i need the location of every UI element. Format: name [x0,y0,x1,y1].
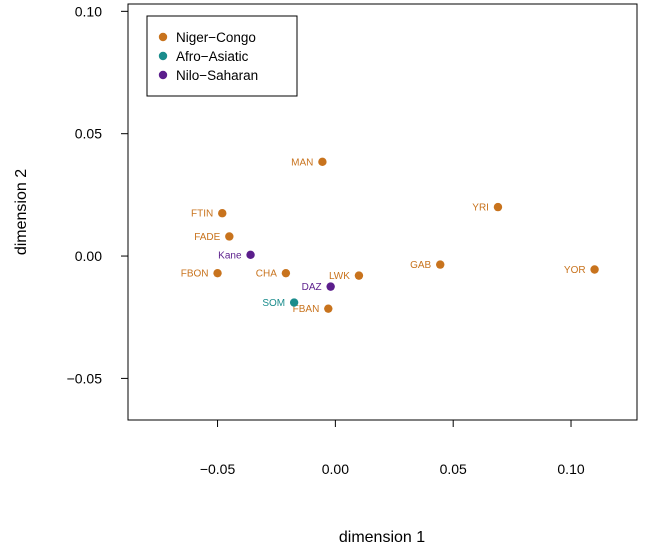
legend-marker [158,51,168,61]
point-label-fade: FADE [194,232,220,243]
point-som [289,298,299,307]
x-axis: −0.05 0.00 0.05 0.10 [200,420,585,477]
point-man [318,157,327,167]
y-axis-title: dimension 2 [13,169,30,255]
point-label-kane: Kane [218,250,242,261]
x-axis-title: dimension 1 [339,529,425,546]
point-label-fbon: FBON [181,269,209,280]
point-fade [225,232,234,241]
point-ftin [218,209,227,218]
point-label-daz: DAZ [302,282,322,293]
legend-marker [158,32,168,42]
point-daz [326,282,335,291]
legend-label: Niger−Congo [176,30,256,45]
y-axis: −0.05 0.00 0.05 0.10 [67,3,128,386]
legend-box [146,15,298,97]
point-gab [436,260,445,269]
y-tick-label: 0.00 [75,248,102,264]
x-tick-label: 0.05 [440,461,467,477]
point-label-man: MAN [291,157,313,168]
x-tick-label: 0.00 [322,461,349,477]
data-points: MAN FTIN YRI FADE FBON CHA LWK GAB YOR FBAN SOM Kan… [181,157,599,315]
point-fbon [213,268,222,278]
point-cha [281,268,291,278]
legend-marker [158,70,168,80]
point-label-fban: FBAN [293,304,320,315]
point-lwk [354,271,364,280]
legend-label: Nilo−Saharan [176,68,258,83]
point-label-yor: YOR [564,265,586,276]
point-label-cha: CHA [256,269,277,280]
legend: Niger−Congo Afro−Asiatic Nilo−Saharan [146,15,298,97]
point-label-gab: GAB [410,260,431,271]
point-label-yri: YRI [472,203,489,214]
y-tick-label: 0.05 [75,126,102,142]
point-yor [590,265,599,274]
point-yri [493,202,503,212]
point-fban [324,304,333,313]
x-tick-label: −0.05 [200,461,236,477]
y-tick-label: 0.10 [75,3,102,19]
legend-label: Afro−Asiatic [176,49,249,64]
point-label-lwk: LWK [329,271,350,282]
point-label-ftin: FTIN [191,209,213,220]
plot-frame [127,3,638,421]
point-label-som: SOM [262,298,285,309]
x-tick-label: 0.10 [557,461,584,477]
point-kane [246,250,255,260]
y-tick-label: −0.05 [67,370,103,386]
